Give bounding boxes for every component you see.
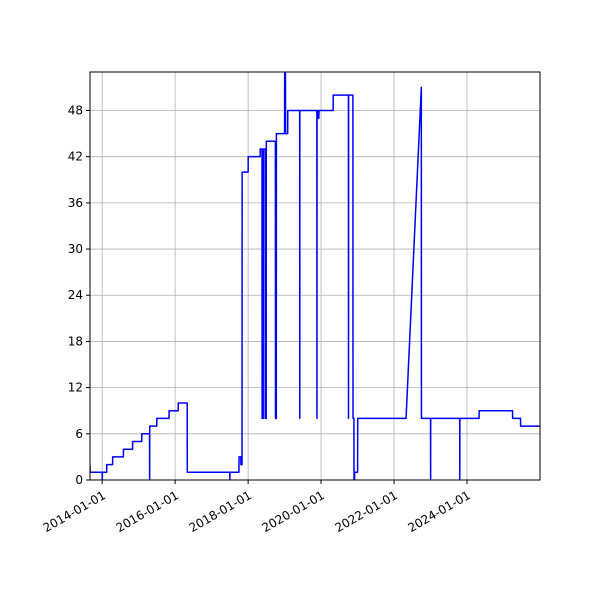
y-tick-label: 48: [68, 103, 83, 117]
y-tick-label: 0: [75, 473, 83, 487]
axes-frame: [89, 71, 541, 481]
y-tick-label: 36: [68, 196, 83, 210]
series-layer: [90, 72, 540, 480]
y-tick-label: 6: [75, 427, 83, 441]
y-axis: 0 6 12 18 24 30 36 42 48: [68, 103, 90, 487]
y-tick-label: 24: [68, 288, 83, 302]
plot-area: [90, 72, 540, 480]
y-tick-label: 18: [68, 334, 83, 348]
y-tick-label: 30: [68, 242, 83, 256]
y-tick-label: 42: [68, 150, 83, 164]
y-tick-label: 12: [68, 381, 83, 395]
series-line-0: [90, 72, 540, 480]
